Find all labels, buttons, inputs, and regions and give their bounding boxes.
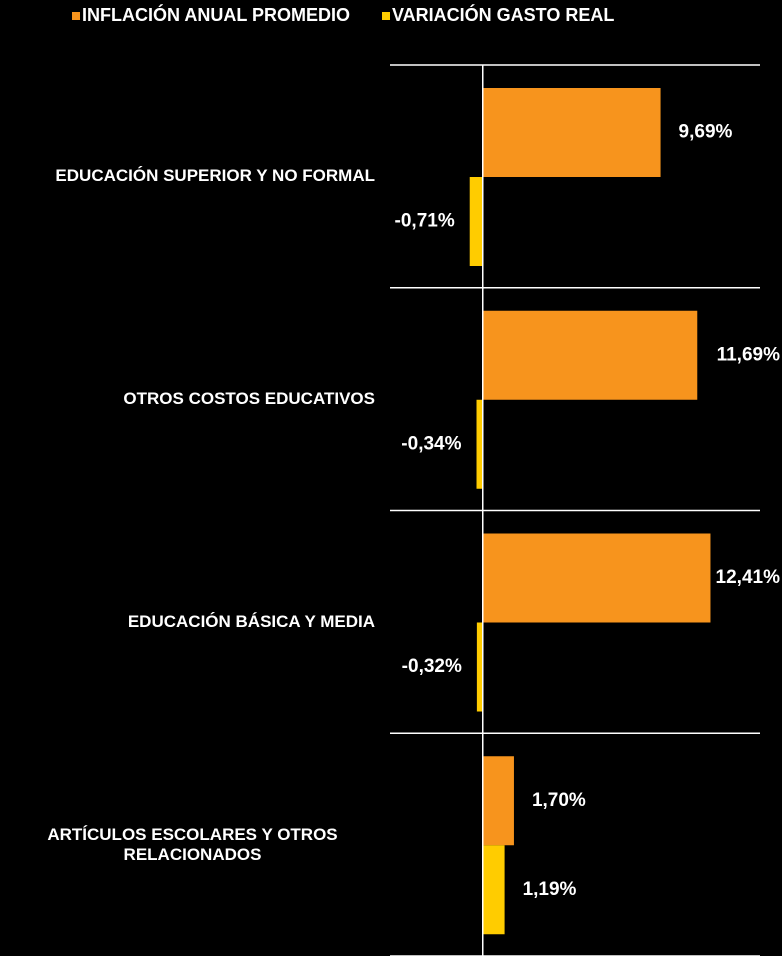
bar: [482, 845, 505, 935]
bar: [482, 88, 661, 177]
value-label: 1,70%: [532, 790, 586, 811]
bar: [476, 622, 483, 712]
bar: [482, 310, 698, 400]
value-label: 1,19%: [523, 879, 577, 900]
bar: [482, 533, 711, 623]
bar: [476, 399, 483, 489]
value-label: -0,34%: [401, 433, 461, 454]
value-label: 11,69%: [717, 344, 780, 365]
value-label: 9,69%: [679, 122, 733, 143]
category-label: EDUCACIÓN BÁSICA Y MEDIA: [127, 611, 375, 631]
bar: [482, 756, 514, 846]
legend-swatch: [382, 12, 390, 20]
value-label: 12,41%: [716, 567, 781, 588]
legend-swatch: [72, 12, 80, 20]
legend-label: INFLACIÓN ANUAL PROMEDIO: [82, 4, 350, 25]
value-label: -0,71%: [395, 211, 455, 232]
legend-label: VARIACIÓN GASTO REAL: [392, 4, 614, 25]
category-label: OTROS COSTOS EDUCATIVOS: [123, 389, 375, 409]
value-label: -0,32%: [402, 656, 462, 677]
category-label: EDUCACIÓN SUPERIOR Y NO FORMAL: [55, 166, 375, 186]
category-label: ARTÍCULOS ESCOLARES Y OTROS RELACIONADOS: [47, 824, 338, 864]
bar: [469, 177, 483, 266]
